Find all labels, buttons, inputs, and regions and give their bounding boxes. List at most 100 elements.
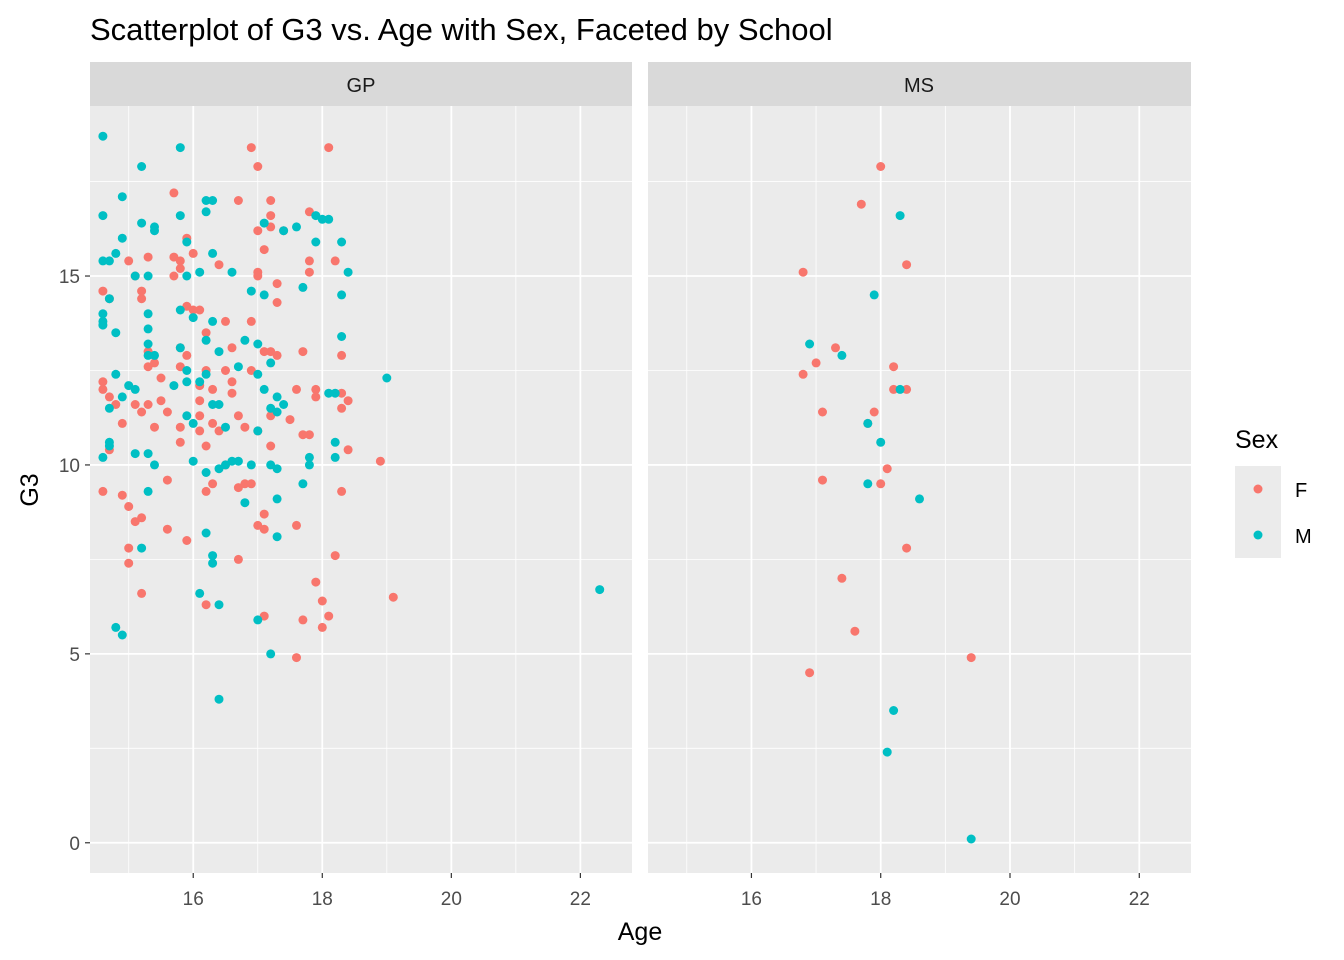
data-point-gp-f bbox=[324, 611, 334, 621]
data-point-gp-m bbox=[259, 218, 269, 228]
data-point-gp-f bbox=[324, 143, 334, 153]
data-point-gp-m bbox=[208, 196, 218, 205]
data-point-gp-m bbox=[104, 403, 114, 413]
data-point-gp-f bbox=[311, 392, 321, 402]
data-point-ms-f bbox=[889, 362, 899, 372]
x-tick-label: 18 bbox=[870, 889, 891, 910]
data-point-ms-f bbox=[902, 543, 912, 553]
data-point-gp-m bbox=[272, 407, 282, 417]
data-point-gp-f bbox=[337, 486, 347, 496]
data-point-gp-m bbox=[130, 384, 140, 394]
data-point-gp-m bbox=[195, 377, 205, 387]
data-point-gp-m bbox=[130, 449, 140, 459]
data-point-gp-m bbox=[324, 388, 334, 398]
data-point-gp-m bbox=[150, 350, 159, 360]
data-point-ms-f bbox=[798, 369, 808, 379]
data-point-gp-m bbox=[253, 339, 263, 349]
x-tick-label: 16 bbox=[183, 889, 204, 910]
data-point-gp-f bbox=[292, 384, 301, 394]
data-point-gp-m bbox=[111, 369, 121, 379]
data-point-gp-m bbox=[175, 211, 185, 221]
x-axis-label: Age bbox=[618, 918, 662, 946]
x-tick-label: 18 bbox=[312, 889, 333, 910]
data-point-gp-m bbox=[98, 309, 108, 319]
data-point-gp-m bbox=[195, 267, 205, 277]
data-point-gp-m bbox=[246, 286, 256, 296]
data-point-gp-m bbox=[304, 452, 314, 462]
data-point-gp-f bbox=[201, 441, 211, 451]
data-point-gp-m bbox=[175, 305, 185, 315]
data-point-gp-f bbox=[259, 347, 269, 357]
data-point-gp-f bbox=[117, 490, 127, 500]
data-point-ms-m bbox=[895, 211, 905, 221]
data-point-gp-f bbox=[317, 596, 327, 606]
data-point-gp-m bbox=[266, 649, 276, 659]
data-point-gp-f bbox=[292, 653, 301, 663]
data-point-gp-f bbox=[143, 400, 153, 409]
facet-panel-gp: GP bbox=[90, 62, 632, 873]
data-point-gp-f bbox=[253, 271, 263, 281]
data-point-gp-m bbox=[98, 211, 108, 221]
data-point-gp-f bbox=[272, 279, 282, 289]
data-point-gp-f bbox=[246, 316, 256, 326]
facet-strip-label-gp: GP bbox=[347, 75, 376, 97]
data-point-gp-f bbox=[266, 196, 276, 205]
data-point-ms-f bbox=[869, 407, 879, 417]
data-point-ms-f bbox=[876, 479, 886, 489]
data-point-gp-f bbox=[240, 479, 250, 489]
data-point-gp-m bbox=[143, 309, 153, 319]
data-point-gp-f bbox=[208, 384, 218, 394]
data-point-gp-f bbox=[137, 588, 147, 598]
data-point-gp-m bbox=[98, 256, 108, 266]
data-point-gp-m bbox=[227, 267, 237, 277]
data-point-gp-f bbox=[227, 388, 237, 398]
data-point-gp-f bbox=[175, 422, 185, 432]
data-point-gp-f bbox=[233, 411, 243, 421]
data-point-gp-f bbox=[330, 551, 340, 561]
data-point-ms-m bbox=[895, 384, 905, 394]
data-point-gp-f bbox=[337, 388, 347, 398]
data-point-gp-m bbox=[208, 316, 218, 326]
data-point-gp-f bbox=[98, 377, 108, 387]
data-point-gp-f bbox=[150, 358, 159, 368]
legend-symbol-f bbox=[1253, 484, 1263, 494]
data-point-gp-m bbox=[188, 418, 198, 428]
data-point-gp-f bbox=[124, 543, 134, 553]
y-tick-label: 0 bbox=[69, 834, 80, 855]
facet-strip-label-ms: MS bbox=[904, 75, 934, 97]
data-point-ms-f bbox=[818, 407, 827, 417]
data-point-gp-f bbox=[175, 437, 185, 447]
data-point-gp-f bbox=[162, 524, 172, 534]
data-point-gp-f bbox=[98, 286, 108, 296]
data-point-gp-m bbox=[214, 464, 224, 474]
data-point-gp-m bbox=[214, 400, 224, 409]
data-point-gp-m bbox=[201, 528, 211, 538]
y-axis: 0 5 10 15 bbox=[59, 267, 90, 855]
data-point-ms-f bbox=[876, 162, 886, 171]
data-point-gp-f bbox=[137, 513, 147, 523]
data-point-gp-f bbox=[298, 615, 308, 625]
data-point-gp-m bbox=[272, 494, 282, 504]
data-point-ms-f bbox=[837, 573, 847, 583]
data-point-gp-f bbox=[227, 377, 237, 387]
data-point-ms-m bbox=[915, 494, 924, 504]
points-ms bbox=[798, 162, 976, 844]
data-point-gp-f bbox=[175, 256, 185, 266]
data-point-ms-m bbox=[837, 350, 847, 360]
data-point-gp-m bbox=[117, 392, 127, 402]
data-point-gp-f bbox=[311, 384, 321, 394]
data-point-gp-m bbox=[208, 248, 218, 258]
chart-title: Scatterplot of G3 vs. Age with Sex, Face… bbox=[90, 12, 833, 47]
data-point-gp-f bbox=[188, 305, 198, 315]
data-point-gp-m bbox=[117, 630, 127, 640]
data-point-gp-f bbox=[227, 343, 237, 353]
data-point-gp-m bbox=[188, 313, 198, 323]
data-point-gp-f bbox=[117, 418, 127, 428]
x-tick-label: 20 bbox=[999, 889, 1020, 910]
data-point-gp-m bbox=[343, 267, 353, 277]
data-point-gp-m bbox=[201, 369, 211, 379]
data-point-gp-f bbox=[388, 592, 398, 602]
data-point-gp-f bbox=[246, 366, 256, 375]
data-point-ms-f bbox=[850, 626, 860, 636]
